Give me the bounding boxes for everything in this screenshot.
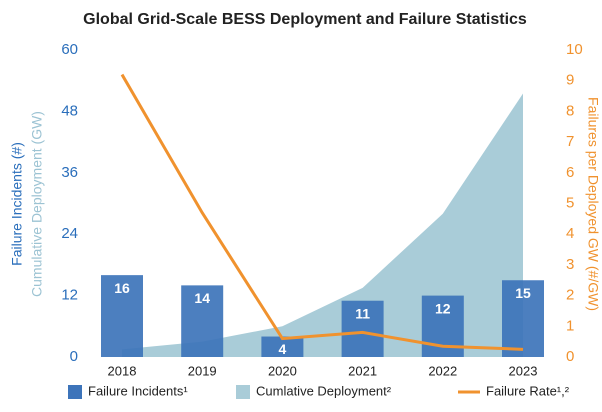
y2-tick-label: 0 [566, 348, 574, 365]
bar [181, 285, 224, 357]
x-tick-label: 2020 [268, 363, 297, 378]
bar-label: 12 [435, 300, 451, 316]
x-tick-label: 2021 [348, 363, 377, 378]
area [122, 93, 523, 357]
bar-label: 11 [355, 305, 370, 321]
y2-tick-label: 8 [566, 102, 574, 119]
bar [101, 275, 143, 357]
bar-label: 16 [114, 280, 130, 296]
x-tick-label: 2022 [428, 363, 457, 378]
y-tick-label: 60 [61, 41, 78, 58]
line [120, 73, 524, 351]
y2-tick-label: 3 [566, 256, 574, 273]
x-tick-label: 2018 [108, 363, 137, 378]
legend-label: Failure Incidents¹ [88, 383, 188, 398]
bar [502, 280, 544, 357]
bar [261, 336, 304, 357]
y-tick-label: 12 [61, 287, 78, 304]
y2-tick-label: 5 [566, 194, 574, 211]
y2-axis-title: Failures per Deployed GW (#/GW) [585, 97, 601, 311]
y-tick-label: 0 [70, 348, 78, 365]
y2-tick-label: 10 [566, 41, 583, 58]
y-tick-label: 48 [61, 102, 78, 119]
y2-tick-label: 4 [566, 225, 574, 242]
y2-tick-label: 1 [566, 317, 574, 334]
y-axis-title-2: Cumulative Deployment (GW) [29, 111, 45, 297]
x-tick-label: 2019 [188, 363, 217, 378]
y-axis-title: Failure Incidents (#) [9, 142, 25, 266]
bar-label: 15 [515, 285, 531, 301]
bar-label: 14 [194, 290, 210, 306]
y-tick-label: 24 [61, 225, 78, 242]
legend-label: Failure Rate¹,² [486, 383, 570, 398]
legend-swatch [68, 385, 82, 399]
y-tick-label: 36 [61, 164, 78, 181]
y2-tick-label: 6 [566, 164, 574, 181]
y2-tick-label: 9 [566, 72, 574, 89]
legend-swatch [236, 385, 250, 399]
x-tick-label: 2023 [509, 363, 538, 378]
bar-label: 4 [279, 341, 287, 357]
chart-title: Global Grid-Scale BESS Deployment and Fa… [83, 11, 527, 28]
bar [341, 300, 384, 357]
y2-tick-label: 2 [566, 287, 574, 304]
legend-label: Cumlative Deployment² [256, 383, 392, 398]
y2-tick-label: 7 [566, 133, 574, 150]
